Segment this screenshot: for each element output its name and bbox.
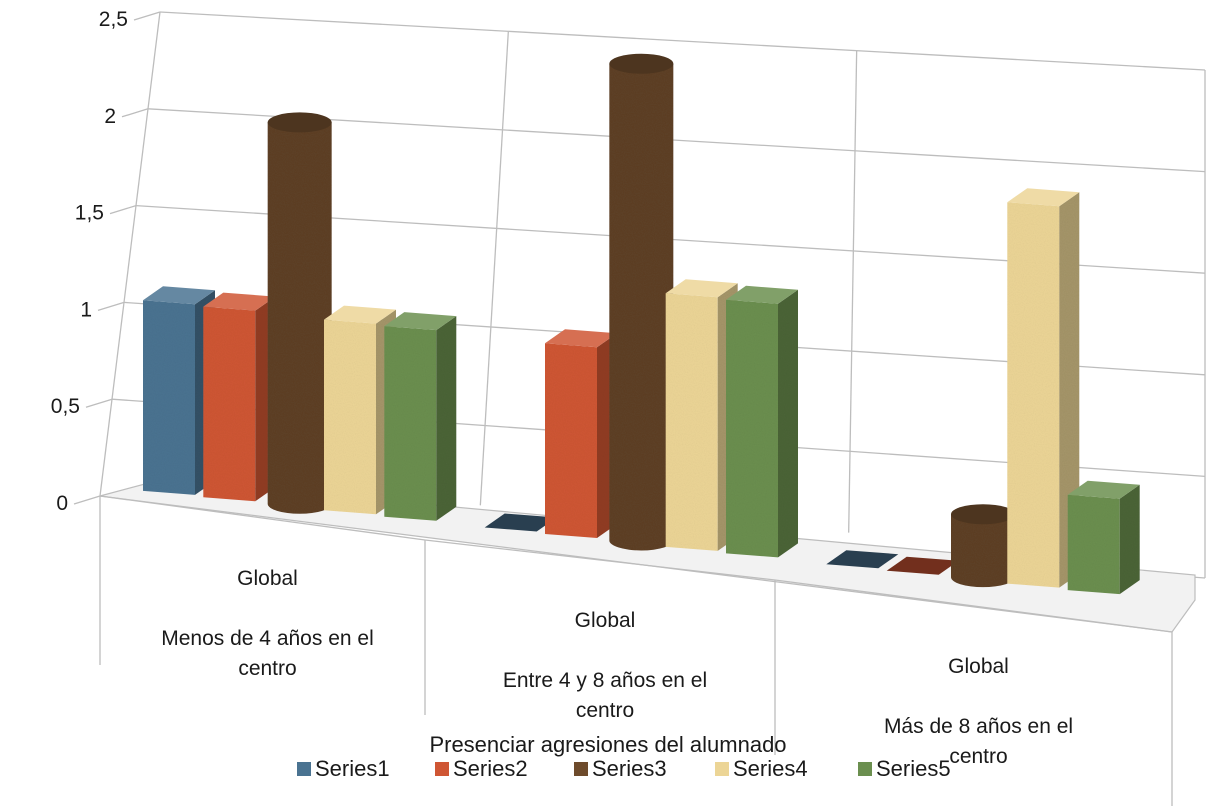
bar-top: [1067, 480, 1140, 499]
bar-front: [545, 343, 597, 538]
legend-label: Series4: [733, 756, 808, 781]
category-label-unit: centro: [949, 745, 1007, 768]
bar-series2-3: [886, 556, 959, 575]
cylinder-top: [951, 504, 1015, 525]
category-label-tenure: Menos de 4 años en el: [161, 627, 373, 650]
bar-base: [886, 556, 959, 575]
bar-front: [726, 299, 778, 558]
cylinder-body: [951, 514, 1015, 588]
tick-mark: [97, 301, 125, 312]
category-label-group: Global: [237, 567, 298, 590]
bar-side: [778, 289, 798, 558]
y-tick-label: 2: [104, 105, 116, 128]
category-edge: [99, 495, 426, 541]
bar-top: [384, 312, 457, 331]
bar-front: [384, 326, 437, 521]
legend-swatch: [858, 762, 872, 776]
bar-series5-2: [726, 285, 798, 558]
y-tick-label: 1: [80, 298, 92, 321]
legend-item-series1: Series1: [297, 756, 390, 781]
bar-series1-2: [484, 513, 557, 532]
cylinder-top: [609, 53, 674, 74]
category-edge: [774, 579, 1173, 633]
bar-top: [726, 285, 798, 304]
y-tick-label: 2,5: [99, 8, 128, 31]
tick-mark: [85, 398, 113, 408]
bar-series1-3: [826, 550, 899, 569]
bar-front: [203, 306, 256, 502]
category-label-unit: centro: [238, 657, 296, 680]
legend-swatch: [715, 762, 729, 776]
cylinder-body: [609, 63, 674, 551]
bar-top: [545, 329, 617, 348]
bar-series2-1: [203, 292, 276, 502]
bar-front: [1067, 494, 1120, 595]
x-axis-title: Presenciar agresiones del alumnado: [429, 732, 786, 757]
category-label-tenure: Más de 8 años en el: [884, 715, 1073, 738]
legend-label: Series3: [592, 756, 667, 781]
legend-item-series3: Series3: [574, 756, 667, 781]
bar-series2-2: [545, 329, 617, 538]
legend-item-series5: Series5: [858, 756, 951, 781]
legend: Series1 Series2 Series3 Series4 Series5: [297, 756, 951, 781]
legend-item-series4: Series4: [715, 756, 808, 781]
plot-area: [143, 53, 1140, 595]
wall-edge: [99, 11, 161, 497]
legend-swatch: [297, 762, 311, 776]
category-label-tenure: Entre 4 y 8 años en el: [503, 669, 707, 692]
y-tick-label: 0,5: [51, 395, 80, 418]
category-label-group: Global: [575, 609, 636, 632]
tick-mark: [121, 108, 149, 118]
bar-top: [665, 279, 738, 298]
bar-side: [1059, 192, 1080, 588]
y-tick-label: 1,5: [75, 202, 104, 225]
legend-label: Series1: [315, 756, 390, 781]
bar-front: [143, 300, 195, 495]
tick-mark: [133, 11, 161, 21]
wall-divider: [479, 31, 509, 506]
bar-series4-3: [1007, 188, 1080, 588]
gridline: [159, 11, 1206, 71]
cylinder-body: [267, 122, 332, 514]
wall-divider: [848, 50, 858, 533]
cylinder-top: [267, 112, 332, 133]
bar-series3-2: [609, 53, 674, 551]
y-axis: 0 0,5 1 1,5 2 2,5: [51, 8, 128, 515]
bar-top: [203, 292, 276, 311]
bar-top: [1007, 188, 1080, 207]
bar-base: [484, 513, 557, 532]
bar-series5-3: [1067, 480, 1140, 595]
legend-swatch: [574, 762, 588, 776]
category-edge: [424, 539, 776, 581]
y-tick-label: 0: [56, 492, 68, 515]
legend-label: Series5: [876, 756, 951, 781]
bar-top: [143, 286, 215, 305]
bar-top: [324, 305, 396, 324]
bar-series3-3: [951, 504, 1015, 588]
tick-mark: [73, 495, 101, 505]
bar-front: [324, 319, 376, 515]
category-label-group: Global: [948, 655, 1009, 678]
tick-mark: [109, 204, 137, 215]
bar-side: [436, 316, 457, 521]
category-axis: Global Menos de 4 años en el centro Global E…: [99, 495, 1173, 806]
bar-front: [665, 293, 718, 551]
category-label-unit: centro: [576, 699, 634, 722]
bar-front: [1007, 202, 1060, 588]
legend-swatch: [435, 762, 449, 776]
legend-item-series2: Series2: [435, 756, 528, 781]
legend-label: Series2: [453, 756, 528, 781]
bar-series5-1: [384, 312, 457, 521]
bar-side: [1119, 484, 1140, 595]
bar-base: [826, 550, 899, 569]
bar-series3-1: [267, 112, 332, 514]
